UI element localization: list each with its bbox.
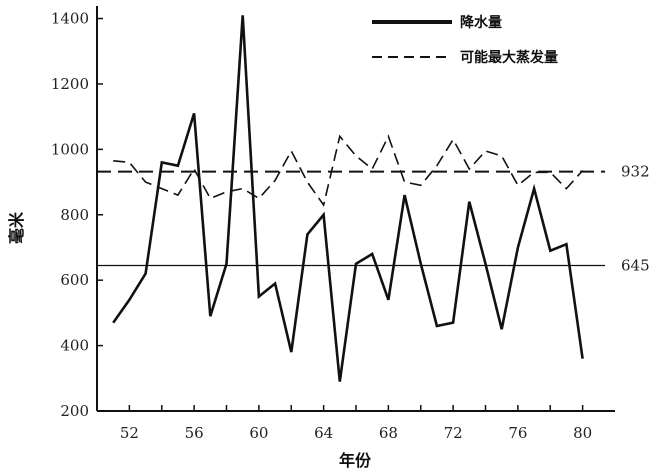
x-tick-label: 68 bbox=[379, 424, 398, 442]
y-tick-label: 600 bbox=[60, 271, 89, 289]
axes: 200 400 600 800 1000 1200 1400 52 56 60 64 68 72 76 80 bbox=[51, 6, 615, 442]
reference-lines: 932 645 bbox=[97, 163, 650, 274]
y-tick-label: 400 bbox=[60, 337, 89, 355]
x-tick-label: 56 bbox=[185, 424, 204, 442]
x-tick-label: 80 bbox=[573, 424, 592, 442]
y-tick-label: 200 bbox=[60, 402, 89, 420]
legend-label-1: 降水量 bbox=[460, 14, 502, 31]
reference-label-932: 932 bbox=[621, 163, 650, 181]
y-tick-label: 1200 bbox=[51, 75, 89, 93]
x-tick-label: 76 bbox=[508, 424, 527, 442]
y-tick-label: 800 bbox=[60, 206, 89, 224]
series-evaporation-line bbox=[113, 134, 584, 207]
x-axis-title: 年份 bbox=[339, 451, 372, 470]
x-tick-label: 52 bbox=[120, 424, 139, 442]
x-tick-label: 64 bbox=[314, 424, 333, 442]
reference-label-645: 645 bbox=[621, 256, 650, 274]
y-tick-label: 1000 bbox=[51, 140, 89, 158]
y-axis-title: 毫米 bbox=[7, 211, 26, 244]
legend-label-2: 可能最大蒸发量 bbox=[460, 49, 558, 66]
series-precipitation-line bbox=[112, 15, 584, 382]
y-tick-label: 1400 bbox=[51, 10, 89, 28]
x-tick-label: 72 bbox=[444, 424, 463, 442]
series-layer bbox=[112, 15, 584, 382]
x-tick-label: 60 bbox=[249, 424, 268, 442]
